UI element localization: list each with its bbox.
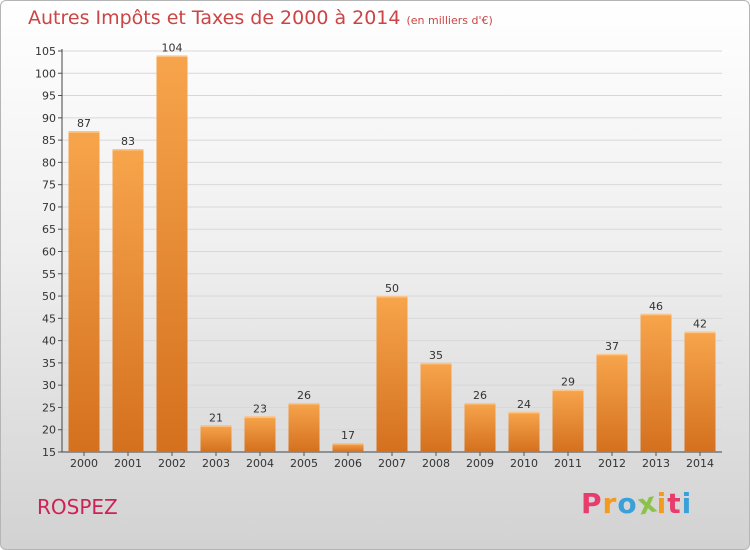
logo-letter: P bbox=[581, 487, 603, 520]
bar-highlight bbox=[596, 353, 628, 356]
place-name: ROSPEZ bbox=[37, 495, 118, 519]
proxiti-logo[interactable]: Proxiti bbox=[581, 485, 693, 521]
y-tick-label: 75 bbox=[42, 179, 56, 192]
y-tick-label: 95 bbox=[42, 90, 56, 103]
bar bbox=[464, 402, 496, 452]
y-tick-label: 35 bbox=[42, 357, 56, 370]
bar bbox=[156, 55, 188, 452]
x-tick-label: 2000 bbox=[70, 457, 98, 470]
y-tick-label: 30 bbox=[42, 379, 56, 392]
bar bbox=[552, 389, 584, 452]
chart-title-text: Autres Impôts et Taxes de 2000 à 2014 bbox=[28, 7, 401, 29]
y-tick-label: 55 bbox=[42, 268, 56, 281]
x-tick-label: 2001 bbox=[114, 457, 142, 470]
y-tick-label: 50 bbox=[42, 290, 56, 303]
y-tick-label: 100 bbox=[35, 67, 56, 80]
bar-highlight bbox=[552, 389, 584, 392]
bar-highlight bbox=[508, 411, 540, 414]
y-tick-label: 85 bbox=[42, 134, 56, 147]
data-label: 29 bbox=[561, 376, 575, 389]
x-tick-label: 2014 bbox=[686, 457, 714, 470]
bar bbox=[420, 362, 452, 452]
x-tick-label: 2005 bbox=[290, 457, 318, 470]
data-label: 24 bbox=[517, 398, 531, 411]
bar-highlight bbox=[640, 313, 672, 316]
x-tick-label: 2006 bbox=[334, 457, 362, 470]
data-label: 26 bbox=[473, 389, 487, 402]
data-label: 104 bbox=[162, 41, 183, 54]
bar bbox=[684, 331, 716, 452]
data-label: 23 bbox=[253, 402, 267, 415]
bar-highlight bbox=[332, 443, 364, 445]
data-label: 37 bbox=[605, 340, 619, 353]
bar bbox=[68, 131, 100, 452]
chart-unit-text: (en milliers d'€) bbox=[406, 14, 493, 27]
bar-highlight bbox=[376, 296, 408, 298]
y-tick-label: 40 bbox=[42, 335, 56, 348]
y-tick-label: 15 bbox=[42, 446, 56, 459]
bar-highlight bbox=[112, 149, 144, 151]
bar bbox=[508, 411, 540, 452]
logo-letter: i bbox=[681, 487, 693, 520]
bar-highlight bbox=[200, 425, 232, 427]
x-tick-label: 2003 bbox=[202, 457, 230, 470]
data-label: 17 bbox=[341, 429, 355, 442]
x-tick-label: 2012 bbox=[598, 457, 626, 470]
data-label: 83 bbox=[121, 135, 135, 148]
y-tick-label: 60 bbox=[42, 246, 56, 259]
x-tick-label: 2004 bbox=[246, 457, 274, 470]
logo-letter: r bbox=[602, 487, 618, 520]
y-tick-label: 70 bbox=[42, 201, 56, 214]
bar-highlight bbox=[244, 416, 276, 418]
bar-highlight bbox=[288, 402, 320, 405]
bar-highlight bbox=[68, 131, 100, 133]
logo-letter: o bbox=[617, 487, 638, 520]
x-tick-label: 2008 bbox=[422, 457, 450, 470]
data-label: 35 bbox=[429, 349, 443, 362]
y-tick-label: 65 bbox=[42, 223, 56, 236]
bar bbox=[288, 402, 320, 452]
bar bbox=[376, 296, 408, 452]
data-label: 26 bbox=[297, 389, 311, 402]
data-label: 46 bbox=[649, 300, 663, 313]
bar-highlight bbox=[464, 402, 496, 405]
data-label: 87 bbox=[77, 117, 91, 130]
bar bbox=[112, 149, 144, 452]
x-tick-label: 2011 bbox=[554, 457, 582, 470]
bar bbox=[332, 443, 364, 452]
x-tick-label: 2002 bbox=[158, 457, 186, 470]
data-label: 21 bbox=[209, 411, 223, 424]
bar bbox=[596, 353, 628, 452]
bar bbox=[244, 416, 276, 452]
x-tick-label: 2013 bbox=[642, 457, 670, 470]
y-tick-label: 20 bbox=[42, 424, 56, 437]
y-tick-label: 90 bbox=[42, 112, 56, 125]
bar bbox=[200, 425, 232, 452]
y-tick-label: 45 bbox=[42, 312, 56, 325]
logo-letter: i bbox=[656, 487, 668, 520]
y-tick-label: 80 bbox=[42, 156, 56, 169]
x-tick-label: 2007 bbox=[378, 457, 406, 470]
data-label: 42 bbox=[693, 318, 707, 331]
data-label: 50 bbox=[385, 282, 399, 295]
x-tick-label: 2009 bbox=[466, 457, 494, 470]
x-tick-label: 2010 bbox=[510, 457, 538, 470]
y-tick-label: 105 bbox=[35, 45, 56, 58]
y-tick-label: 25 bbox=[42, 401, 56, 414]
bar bbox=[640, 313, 672, 452]
bar-highlight bbox=[156, 55, 188, 57]
bar-highlight bbox=[684, 331, 716, 334]
bar-highlight bbox=[420, 362, 452, 365]
logo-letter: t bbox=[667, 487, 682, 520]
chart-title: Autres Impôts et Taxes de 2000 à 2014 (en… bbox=[28, 7, 493, 29]
